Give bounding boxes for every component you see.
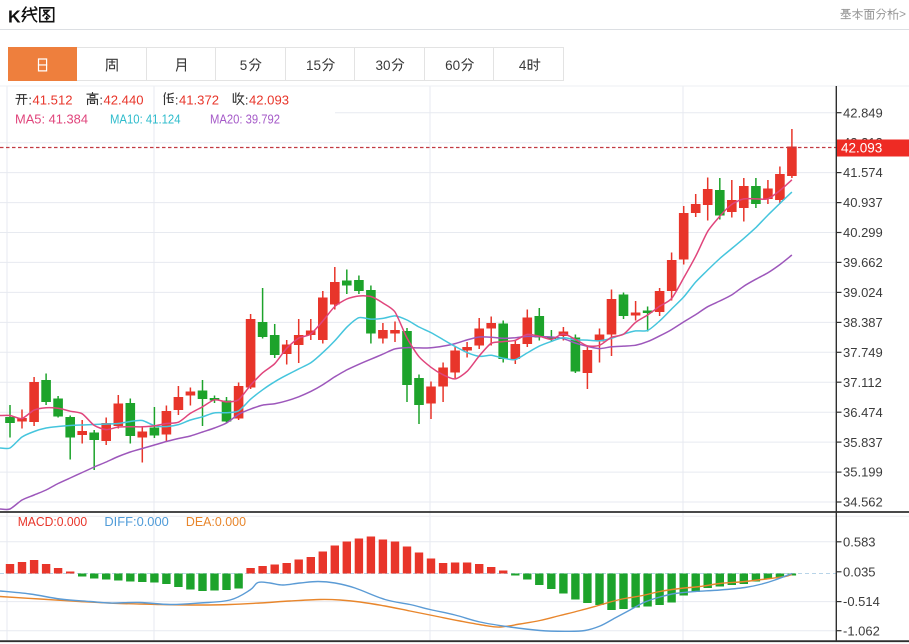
svg-text:0.583: 0.583 bbox=[843, 534, 876, 549]
svg-text:38.387: 38.387 bbox=[843, 315, 883, 330]
svg-text:42.440: 42.440 bbox=[104, 92, 144, 107]
svg-text::: : bbox=[245, 92, 249, 107]
svg-text:36.474: 36.474 bbox=[843, 405, 883, 420]
svg-text:37.112: 37.112 bbox=[843, 375, 882, 390]
svg-text::: : bbox=[28, 92, 32, 107]
svg-text:42.093: 42.093 bbox=[249, 92, 289, 107]
svg-text:MACD:0.000: MACD:0.000 bbox=[18, 515, 88, 529]
svg-text:41.372: 41.372 bbox=[179, 92, 219, 107]
svg-text:>: > bbox=[899, 7, 906, 21]
svg-text::: : bbox=[175, 92, 179, 107]
svg-text:MA5: 41.384: MA5: 41.384 bbox=[15, 111, 88, 126]
svg-text:35.199: 35.199 bbox=[843, 465, 883, 480]
svg-text:5: 5 bbox=[240, 58, 248, 73]
svg-text::: : bbox=[99, 92, 103, 107]
svg-text:0.035: 0.035 bbox=[843, 564, 876, 579]
svg-text:42.093: 42.093 bbox=[841, 141, 882, 156]
svg-text:30: 30 bbox=[376, 58, 391, 73]
svg-text:K: K bbox=[8, 7, 21, 27]
svg-text:42.849: 42.849 bbox=[843, 105, 883, 120]
svg-text:-0.514: -0.514 bbox=[843, 594, 880, 609]
svg-text:MA20: 39.792: MA20: 39.792 bbox=[210, 111, 280, 126]
svg-text:39.662: 39.662 bbox=[843, 255, 883, 270]
svg-text:MA10: 41.124: MA10: 41.124 bbox=[110, 111, 181, 126]
svg-text:41.512: 41.512 bbox=[33, 92, 73, 107]
svg-text:DEA:0.000: DEA:0.000 bbox=[186, 515, 246, 529]
svg-text:15: 15 bbox=[306, 58, 321, 73]
svg-text:40.937: 40.937 bbox=[843, 195, 883, 210]
svg-text:40.299: 40.299 bbox=[843, 225, 883, 240]
svg-text:39.024: 39.024 bbox=[843, 285, 883, 300]
svg-text:DIFF:0.000: DIFF:0.000 bbox=[104, 515, 168, 529]
svg-text:4: 4 bbox=[519, 58, 527, 73]
svg-text:37.749: 37.749 bbox=[843, 345, 883, 360]
svg-text:-1.062: -1.062 bbox=[843, 623, 880, 638]
svg-text:41.574: 41.574 bbox=[843, 165, 883, 180]
svg-text:60: 60 bbox=[445, 58, 460, 73]
svg-text:34.562: 34.562 bbox=[843, 495, 883, 510]
svg-text:35.837: 35.837 bbox=[843, 435, 883, 450]
